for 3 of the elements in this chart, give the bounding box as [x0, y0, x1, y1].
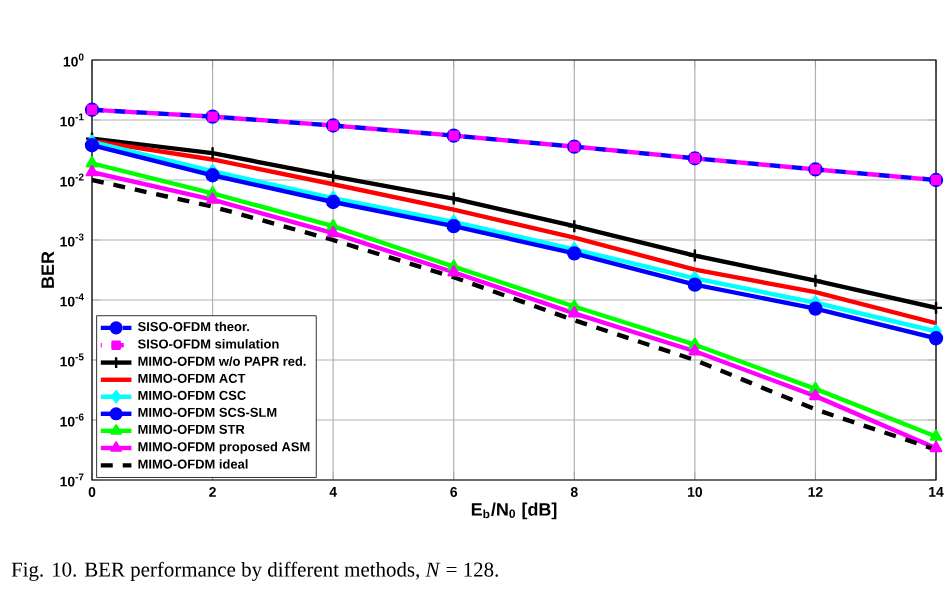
- caption: Fig. 10. BER performance by different methods, N = 128.: [11, 561, 498, 581]
- x-axis-title: E$_{b}$/N$_{0}$ [dB]: [471, 502, 557, 520]
- y-axis-title: BER: [41, 251, 54, 288]
